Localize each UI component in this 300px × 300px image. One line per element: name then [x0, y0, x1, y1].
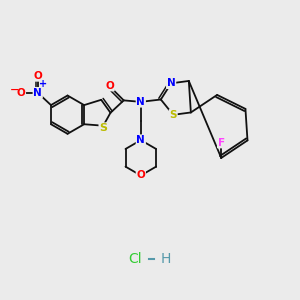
Text: +: + — [39, 79, 47, 89]
Text: S: S — [169, 110, 177, 120]
Text: O: O — [136, 170, 145, 181]
Text: O: O — [16, 88, 25, 98]
Text: N: N — [136, 97, 145, 107]
Text: F: F — [218, 138, 225, 148]
Text: O: O — [105, 81, 114, 91]
Text: O: O — [33, 71, 42, 81]
Text: N: N — [136, 135, 145, 145]
Text: S: S — [99, 123, 107, 133]
Text: Cl: Cl — [128, 252, 142, 266]
Text: −: − — [10, 85, 19, 95]
Text: H: H — [161, 252, 171, 266]
Text: N: N — [167, 78, 176, 88]
Text: N: N — [33, 88, 42, 98]
